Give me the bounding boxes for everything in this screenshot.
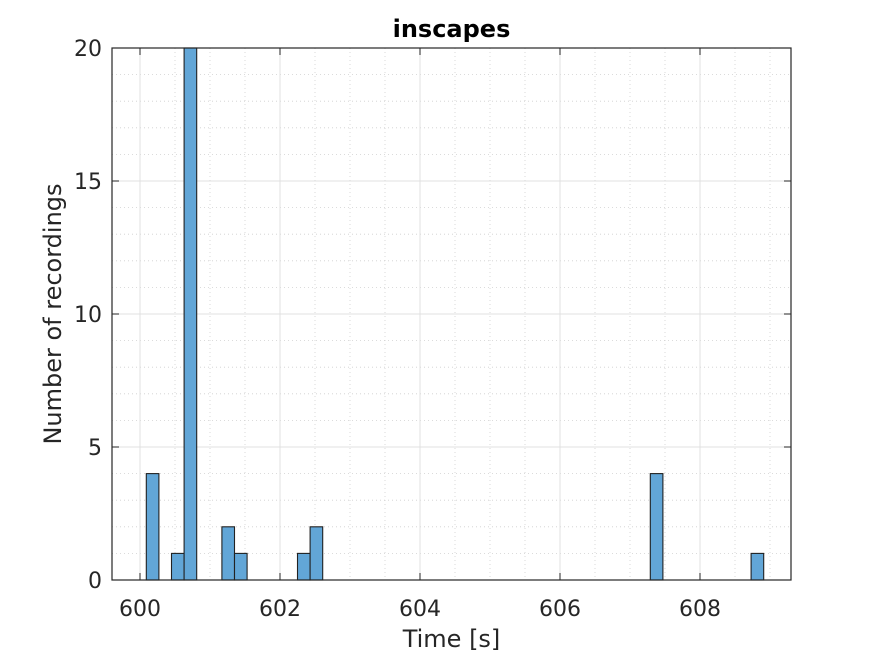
y-tick-label: 0 xyxy=(88,569,102,594)
x-tick-label: 606 xyxy=(539,597,581,622)
bars-group xyxy=(145,47,765,581)
y-axis-label: Number of recordings xyxy=(39,183,67,444)
x-axis-label: Time [s] xyxy=(402,625,501,653)
plot-area xyxy=(111,47,792,581)
histogram-bar xyxy=(221,526,236,581)
histogram-bar xyxy=(309,526,324,581)
histogram-bar xyxy=(170,552,185,581)
histogram-bar xyxy=(145,473,160,581)
x-tick-label: 600 xyxy=(119,597,161,622)
y-tick-label: 20 xyxy=(74,37,102,62)
tick-labels: 600 602 604 606 608 0 5 10 15 20 xyxy=(74,37,721,622)
histogram-bar xyxy=(649,473,664,581)
histogram-bar xyxy=(296,552,311,581)
y-tick-label: 10 xyxy=(74,303,102,328)
axis-ticks xyxy=(112,47,791,581)
histogram-bar xyxy=(750,552,765,581)
y-tick-label: 15 xyxy=(74,170,102,195)
x-tick-label: 602 xyxy=(259,597,301,622)
x-tick-label: 608 xyxy=(679,597,721,622)
chart-title: inscapes xyxy=(393,15,511,43)
y-tick-label: 5 xyxy=(88,436,102,461)
histogram-bar xyxy=(183,47,198,581)
histogram-bar xyxy=(233,552,248,581)
x-tick-label: 604 xyxy=(399,597,441,622)
